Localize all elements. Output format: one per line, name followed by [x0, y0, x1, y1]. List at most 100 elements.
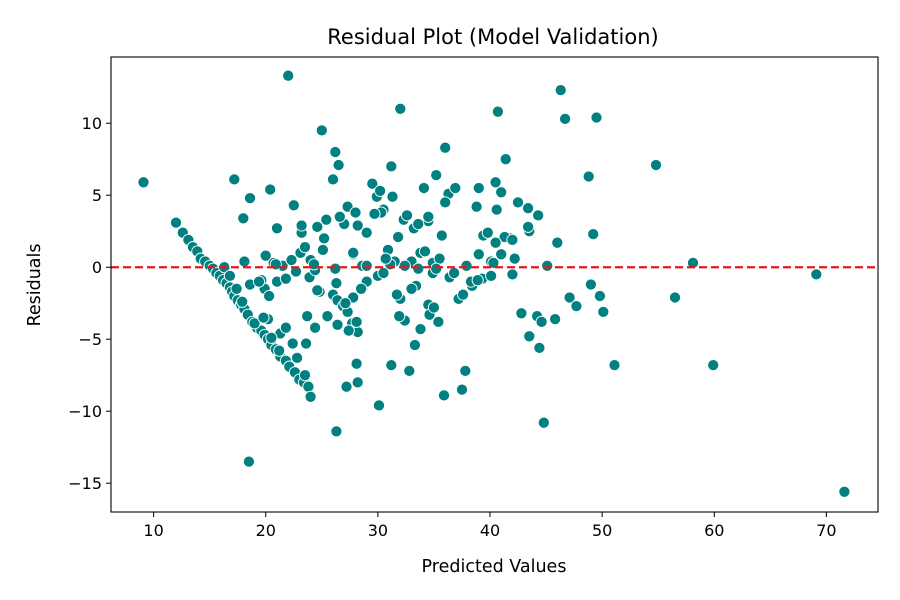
data-point [242, 455, 255, 468]
data-point [506, 233, 519, 246]
data-point [584, 278, 597, 291]
data-point [608, 359, 621, 372]
data-point [270, 222, 284, 235]
data-point [393, 310, 406, 323]
data-point [285, 253, 298, 267]
data-point [412, 217, 425, 231]
y-tick-label: 5 [92, 186, 102, 205]
data-point [405, 282, 418, 295]
data-point [252, 275, 266, 288]
data-point [489, 176, 502, 189]
data-point [279, 321, 292, 334]
data-point [289, 265, 303, 278]
x-tick-label: 50 [592, 521, 612, 540]
y-axis-ticks: −15 −10 −5 0 5 10 [68, 114, 111, 493]
data-point [398, 259, 411, 272]
data-point [311, 220, 324, 233]
y-tick-label: −5 [78, 330, 102, 349]
x-tick-label: 10 [143, 521, 163, 540]
data-point [295, 219, 308, 232]
data-point [491, 105, 504, 118]
data-point [333, 210, 346, 223]
data-point [499, 153, 512, 166]
x-tick-label: 60 [704, 521, 724, 540]
data-point [372, 399, 386, 412]
x-tick-label: 40 [480, 521, 500, 540]
data-point [590, 111, 603, 124]
data-point [264, 183, 277, 196]
x-axis-title: Predicted Values [422, 557, 567, 577]
data-point [315, 124, 328, 137]
data-point [471, 274, 484, 287]
data-point [286, 337, 299, 350]
data-point [394, 102, 407, 115]
plot-frame [110, 56, 879, 513]
data-point [355, 282, 368, 295]
data-point [236, 295, 249, 308]
x-axis-ticks: 10 20 30 40 50 60 70 [143, 512, 837, 540]
data-point [582, 170, 595, 183]
data-point [137, 176, 150, 189]
data-point [495, 248, 508, 261]
data-point [403, 364, 416, 377]
data-point [377, 266, 390, 280]
data-point [597, 305, 610, 318]
data-point [330, 425, 343, 438]
data-point [385, 160, 398, 173]
data-point [248, 317, 261, 330]
data-point [427, 301, 440, 314]
data-point [541, 259, 554, 272]
data-point [265, 331, 278, 344]
y-tick-label: 0 [92, 258, 102, 277]
data-point [351, 219, 364, 232]
data-point [432, 315, 445, 328]
data-point [435, 229, 448, 242]
data-point [169, 216, 183, 229]
data-point [350, 357, 363, 370]
data-point [481, 226, 494, 239]
data-point [392, 230, 405, 244]
data-point [593, 289, 606, 303]
data-point [414, 323, 427, 336]
data-point [320, 213, 333, 226]
data-point [259, 249, 272, 262]
data-point [563, 291, 576, 304]
data-point [551, 236, 564, 249]
data-point [668, 291, 682, 304]
data-point [366, 177, 379, 190]
data-point [430, 262, 443, 275]
data-point [430, 169, 443, 182]
data-point [368, 207, 381, 220]
y-tick-label: −10 [68, 402, 102, 421]
data-point [439, 196, 452, 209]
data-point [400, 209, 414, 222]
data-point [439, 141, 452, 154]
data-point [554, 84, 567, 97]
data-point [485, 269, 498, 282]
data-point [390, 288, 403, 301]
data-point [470, 200, 483, 213]
data-point [417, 181, 430, 195]
data-point [549, 313, 562, 326]
data-point [487, 256, 500, 269]
data-point [304, 390, 317, 403]
data-point [495, 186, 508, 199]
data-point [342, 324, 355, 337]
data-point [437, 389, 451, 402]
data-point [508, 252, 521, 265]
data-point [489, 236, 502, 249]
data-point [332, 158, 345, 172]
data-point [433, 252, 446, 265]
data-point [329, 262, 342, 275]
data-point [223, 269, 236, 282]
data-point [326, 173, 340, 186]
data-point [228, 173, 241, 186]
data-point [532, 209, 545, 222]
data-point [339, 297, 352, 310]
data-point [408, 338, 421, 352]
data-point [449, 181, 462, 195]
data-point [448, 266, 461, 280]
data-point [298, 241, 312, 254]
data-point [291, 351, 304, 364]
